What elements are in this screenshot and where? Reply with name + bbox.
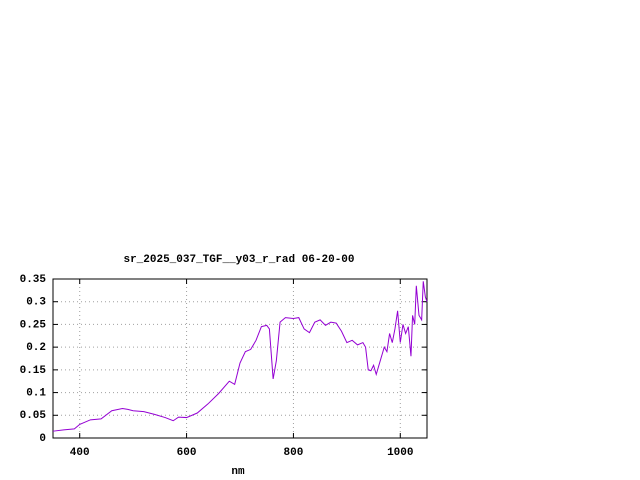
y-tick-label: 0.1 (26, 387, 46, 399)
y-tick-label: 0.2 (26, 342, 46, 354)
y-tick-label: 0 (39, 433, 46, 445)
y-tick-label: 0.3 (26, 297, 46, 309)
x-tick-label: 600 (177, 447, 197, 459)
chart-title: sr_2025_037_TGF__y03_r_rad 06-20-00 (123, 254, 354, 266)
plot-border (52, 278, 428, 439)
y-tick-label: 0.15 (20, 365, 47, 377)
y-tick-label: 0.05 (20, 410, 47, 422)
y-tick-label: 0.35 (20, 274, 47, 286)
data-line (52, 281, 428, 432)
x-tick-label: 800 (284, 447, 304, 459)
x-tick-label: 400 (70, 447, 90, 459)
x-axis-label: nm (231, 466, 245, 478)
y-tick-label: 0.25 (20, 319, 47, 331)
x-tick-label: 1000 (387, 447, 413, 459)
